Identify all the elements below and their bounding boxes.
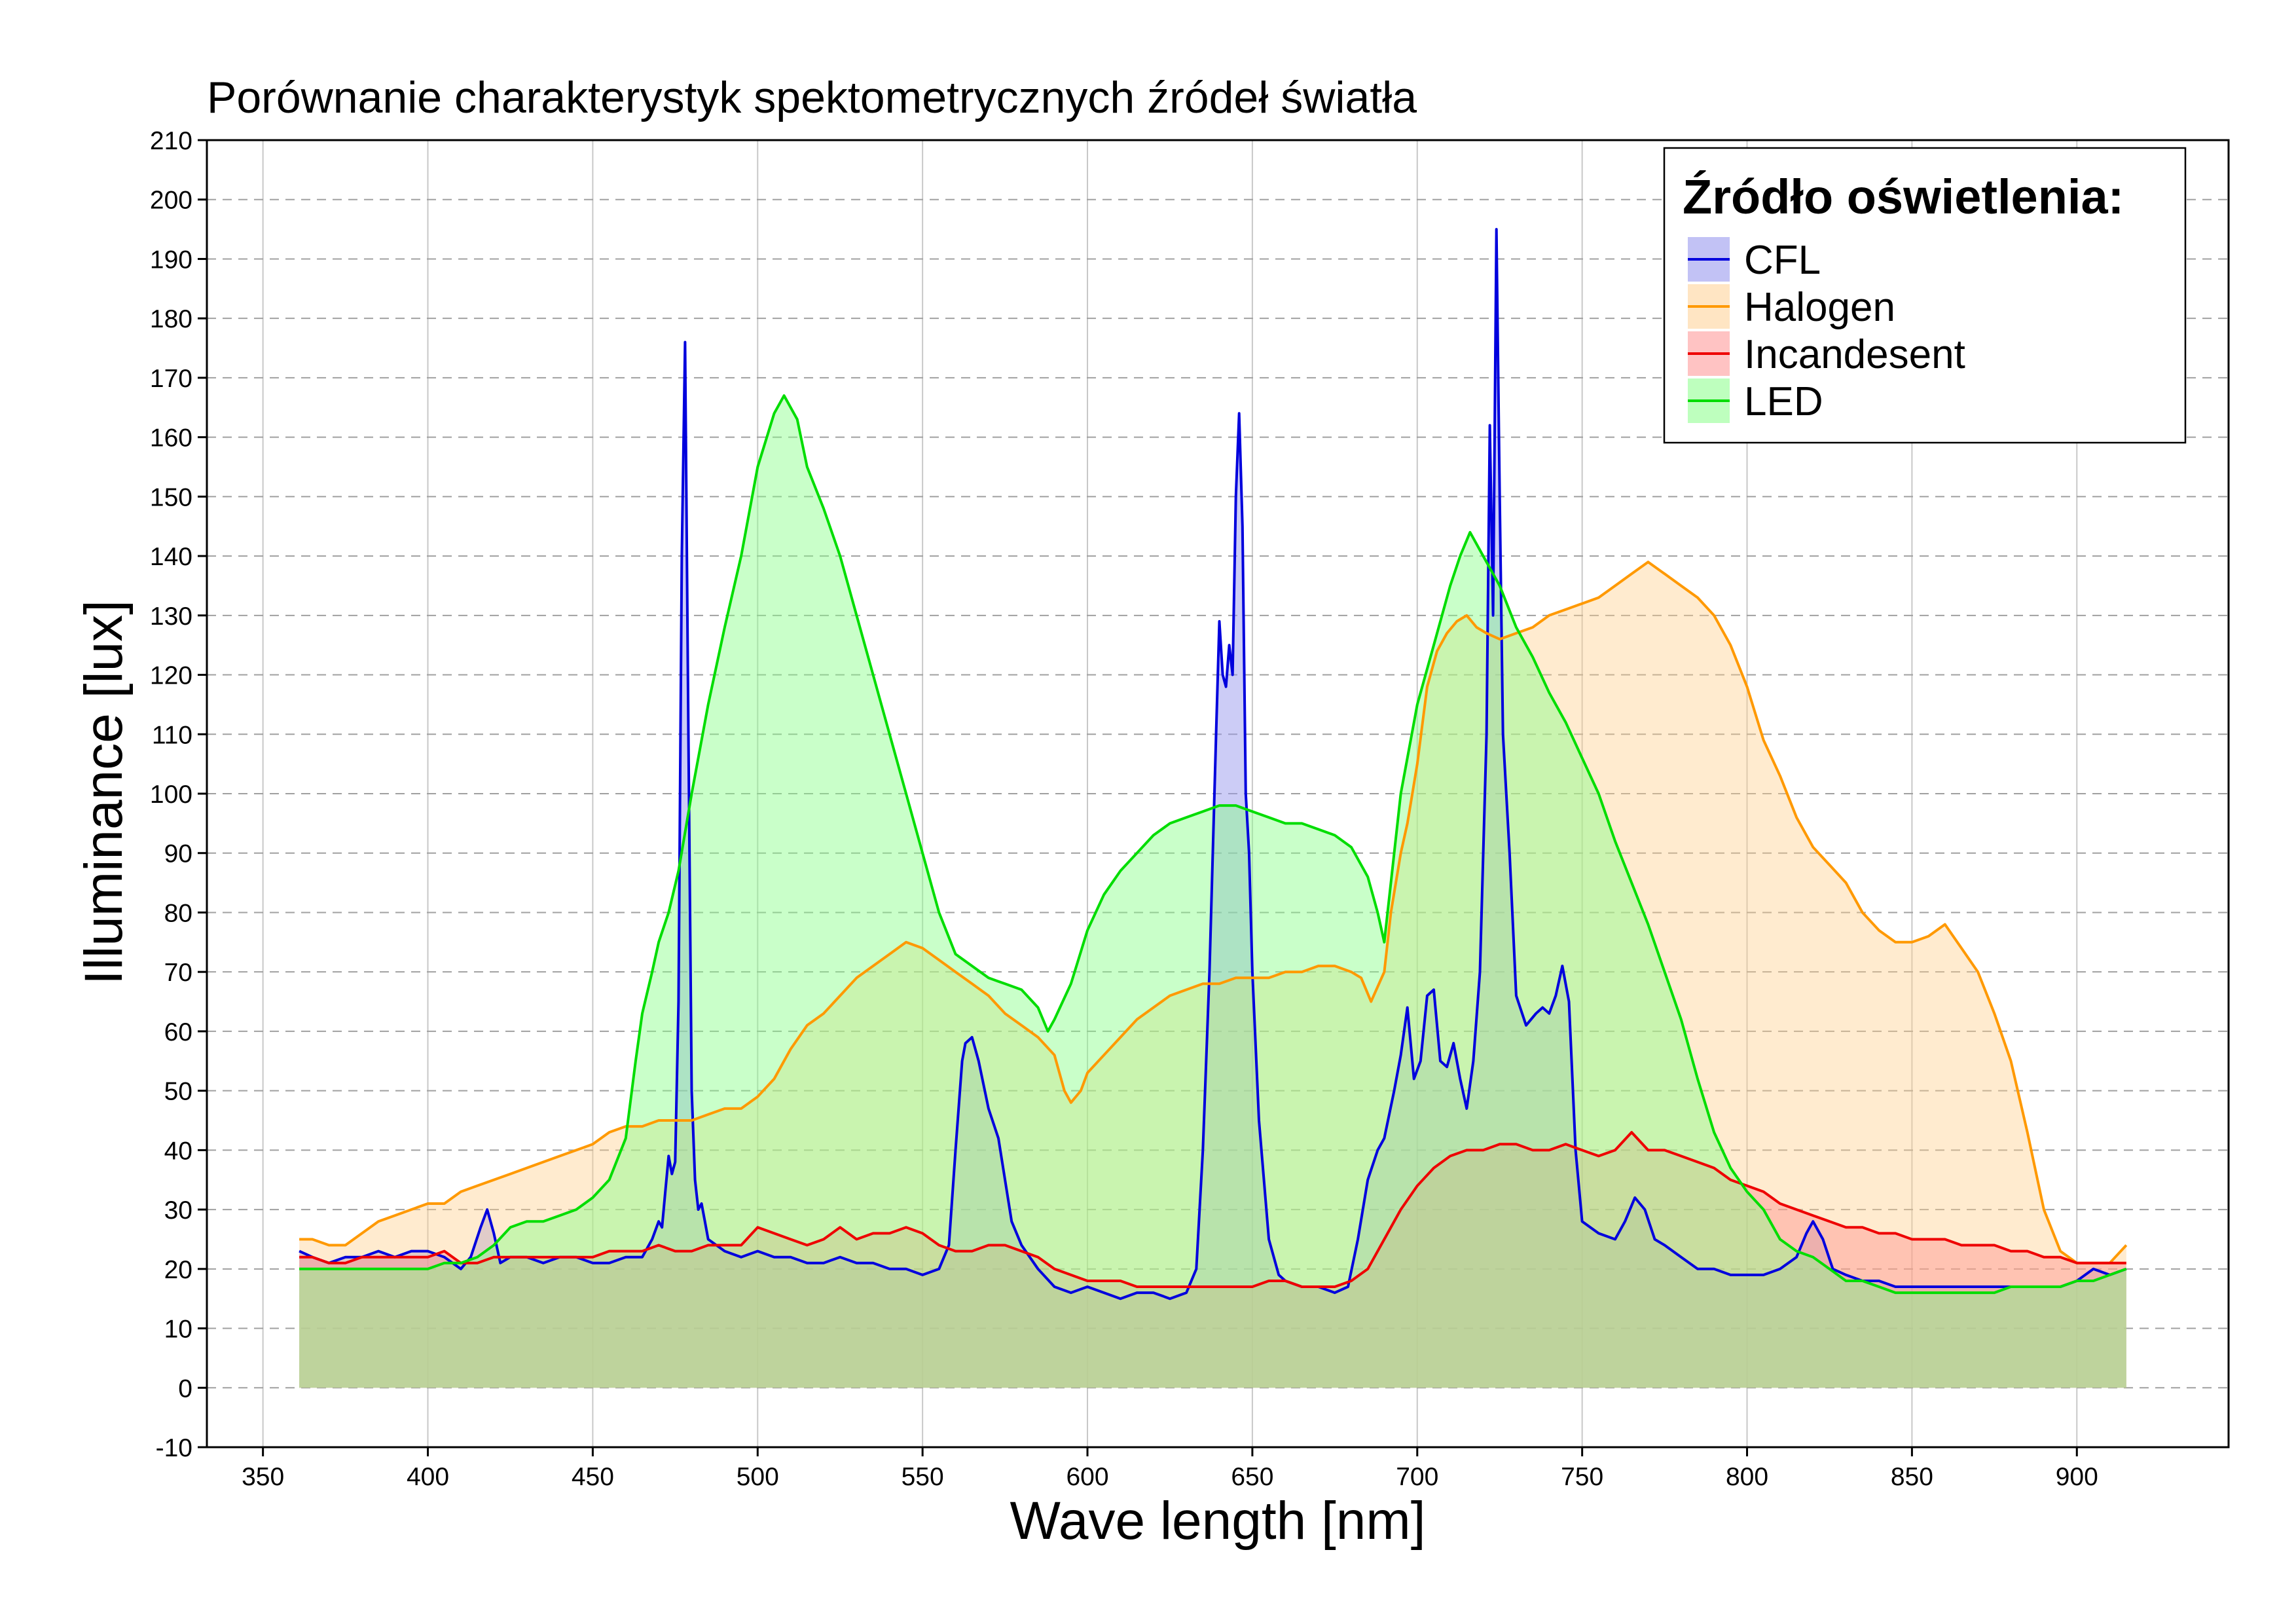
x-axis-title: Wave length [nm] xyxy=(1010,1491,1425,1551)
x-tick-label: 600 xyxy=(1066,1463,1108,1491)
x-tick-label: 350 xyxy=(242,1463,284,1491)
y-tick-label: 70 xyxy=(164,959,192,987)
series-line-cfl xyxy=(299,228,2127,1301)
x-tick-label: 650 xyxy=(1231,1463,1273,1491)
y-tick-label: 40 xyxy=(164,1137,192,1165)
x-tick-label: 800 xyxy=(1726,1463,1768,1491)
x-tick-label: 550 xyxy=(902,1463,944,1491)
series-line-halogen xyxy=(299,561,2128,1264)
y-tick-label: 100 xyxy=(150,781,192,809)
chart-title: Porównanie charakterystyk spektometryczn… xyxy=(207,73,1417,122)
y-tick-label: 90 xyxy=(164,840,192,868)
y-tick-label: 30 xyxy=(164,1196,192,1225)
y-tick-label: 210 xyxy=(150,127,192,155)
series-line-led xyxy=(299,394,2127,1295)
legend-label: CFL xyxy=(1744,238,1821,283)
legend-item-halogen: Halogen xyxy=(1688,284,1895,330)
y-tick-label: 60 xyxy=(164,1018,192,1046)
series-fill-cfl xyxy=(299,229,2126,1388)
legend-item-incandesent: Incandesent xyxy=(1688,331,1965,377)
y-tick-label: 80 xyxy=(164,899,192,927)
y-tick-label: 190 xyxy=(150,246,192,274)
legend-title: Źródło oświetlenia: xyxy=(1683,170,2124,224)
x-tick-label: 700 xyxy=(1396,1463,1438,1491)
y-ticks: -10 0 10 20 30 40 50 60 70 80 90 100 110 120 130 140 150… xyxy=(150,127,207,1462)
y-tick-label: 10 xyxy=(164,1316,192,1344)
y-tick-label: 0 xyxy=(178,1375,192,1403)
series-fill-halogen xyxy=(299,562,2126,1388)
y-tick-label: 150 xyxy=(150,483,192,511)
series-line-incandesent xyxy=(299,1131,2126,1288)
x-tick-label: 450 xyxy=(572,1463,614,1491)
y-tick-label: 130 xyxy=(150,602,192,631)
y-tick-label: 120 xyxy=(150,662,192,690)
series-lines xyxy=(299,228,2128,1301)
legend-label: LED xyxy=(1744,379,1823,424)
y-tick-label: 140 xyxy=(150,543,192,571)
y-tick-label: 160 xyxy=(150,424,192,452)
x-tick-label: 500 xyxy=(737,1463,779,1491)
x-ticks: 350 400 450 500 550 600 650 700 750 800 850 900 xyxy=(242,1447,2098,1491)
x-tick-label: 400 xyxy=(407,1463,449,1491)
x-tick-label: 900 xyxy=(2056,1463,2098,1491)
y-tick-label: -10 xyxy=(156,1434,192,1462)
legend-label: Halogen xyxy=(1744,285,1895,330)
y-tick-label: 170 xyxy=(150,365,192,393)
y-tick-label: 50 xyxy=(164,1078,192,1106)
x-tick-label: 750 xyxy=(1561,1463,1603,1491)
y-tick-label: 110 xyxy=(152,721,192,749)
legend: Źródło oświetlenia: CFLHalogenIncandesen… xyxy=(1663,147,2187,444)
legend-label: Incandesent xyxy=(1744,332,1965,377)
legend-item-cfl: CFL xyxy=(1688,237,1821,283)
y-tick-label: 20 xyxy=(164,1256,192,1284)
legend-box xyxy=(1663,147,2187,444)
legend-item-led: LED xyxy=(1688,378,1823,424)
y-axis-title: Illuminance [lux] xyxy=(74,600,134,985)
y-tick-label: 180 xyxy=(150,305,192,333)
x-tick-label: 850 xyxy=(1891,1463,1933,1491)
y-tick-label: 200 xyxy=(150,187,192,215)
series-fill-incandesent xyxy=(299,1132,2126,1388)
